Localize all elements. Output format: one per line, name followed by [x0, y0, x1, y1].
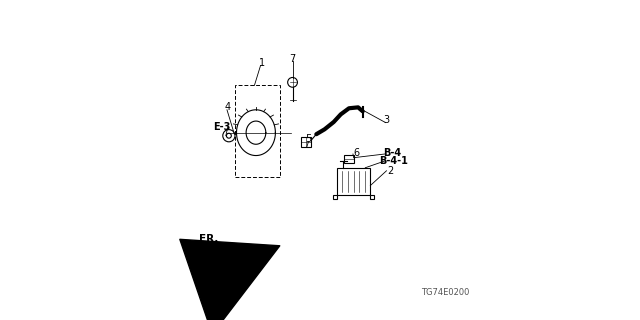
Text: 5: 5	[305, 134, 312, 144]
Text: 2: 2	[387, 166, 393, 176]
Text: B-4-1: B-4-1	[379, 156, 408, 166]
FancyBboxPatch shape	[337, 168, 371, 195]
FancyBboxPatch shape	[301, 137, 311, 147]
FancyBboxPatch shape	[333, 195, 337, 199]
Text: 3: 3	[383, 115, 390, 125]
Text: B-4: B-4	[383, 148, 402, 158]
Text: 4: 4	[224, 102, 230, 112]
Text: FR.: FR.	[199, 235, 218, 244]
Text: TG74E0200: TG74E0200	[421, 288, 469, 297]
FancyBboxPatch shape	[235, 85, 280, 177]
Text: 1: 1	[259, 59, 265, 68]
Text: 7: 7	[289, 53, 296, 64]
Text: 6: 6	[353, 148, 360, 158]
Text: E-3: E-3	[213, 122, 230, 132]
FancyBboxPatch shape	[344, 155, 354, 163]
FancyBboxPatch shape	[371, 195, 374, 199]
